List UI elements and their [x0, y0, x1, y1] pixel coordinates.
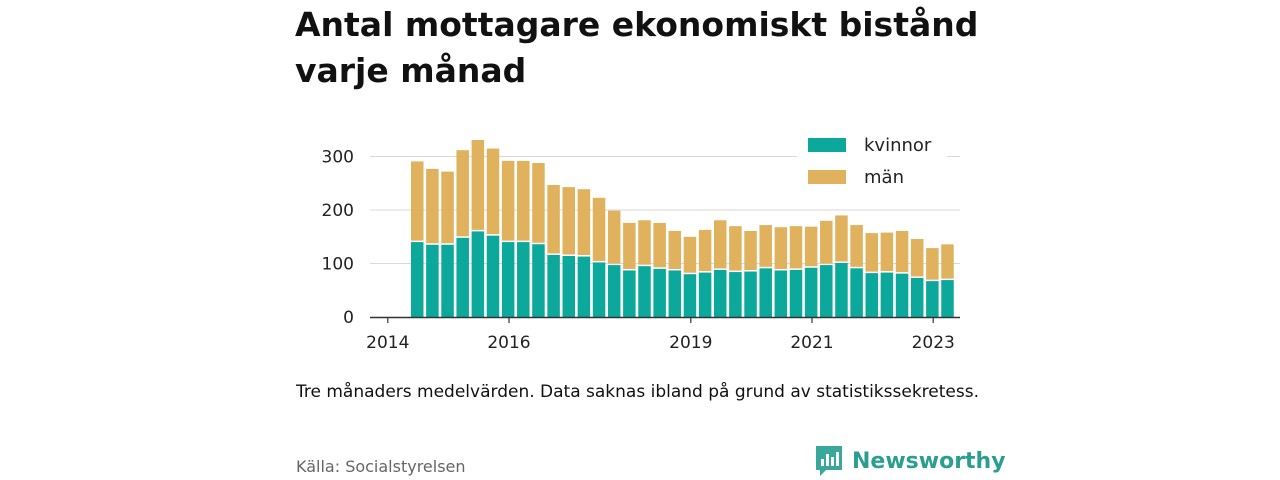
- legend-label-kvinnor: kvinnor: [864, 135, 932, 156]
- bar-man: [426, 168, 439, 244]
- bar-kvinnor: [562, 256, 575, 317]
- chart-title: Antal mottagare ekonomiskt bistånd varje…: [295, 5, 979, 90]
- bar-kvinnor: [850, 268, 863, 317]
- bar-kvinnor: [471, 231, 485, 317]
- bar-man: [456, 150, 469, 237]
- bar-man: [532, 163, 545, 243]
- bar-kvinnor: [789, 269, 803, 317]
- bar-man: [411, 161, 424, 241]
- bar-kvinnor: [441, 244, 454, 317]
- bar-kvinnor: [683, 274, 697, 317]
- x-tick-label: 2023: [912, 333, 955, 353]
- bar-kvinnor: [865, 273, 878, 317]
- brand-name: Newsworthy: [852, 448, 1006, 474]
- bar-man: [865, 233, 878, 272]
- x-tick-label: 2019: [669, 333, 712, 353]
- bar-kvinnor: [411, 242, 424, 317]
- bar-man: [910, 238, 924, 277]
- bar-man: [759, 225, 772, 267]
- x-tick-label: 2016: [487, 333, 530, 353]
- bar-kvinnor: [547, 254, 560, 317]
- bar-kvinnor: [744, 271, 757, 317]
- bar-kvinnor: [577, 256, 591, 317]
- bar-man: [486, 148, 500, 235]
- y-tick-label: 300: [322, 148, 354, 168]
- legend-swatch-kvinnor: [808, 138, 846, 152]
- newsworthy-logo-icon: [816, 446, 842, 476]
- bar-kvinnor: [653, 268, 666, 317]
- bar-man: [653, 222, 666, 268]
- bar-man: [638, 220, 651, 265]
- bar-man: [820, 220, 833, 264]
- bar-man: [804, 226, 818, 267]
- bar-man: [926, 248, 939, 280]
- bar-kvinnor: [880, 272, 894, 317]
- bar-kvinnor: [426, 244, 439, 317]
- bar-kvinnor: [501, 242, 515, 317]
- bar-man: [683, 236, 697, 273]
- newsworthy-brand[interactable]: Newsworthy: [814, 444, 1006, 478]
- bar-kvinnor: [820, 265, 833, 317]
- chart-note: Tre månaders medelvärden. Data saknas ib…: [296, 382, 979, 402]
- bar-kvinnor: [835, 262, 848, 317]
- x-tick-label: 2021: [790, 333, 833, 353]
- legend-label-man: män: [864, 167, 904, 188]
- source-text: Källa: Socialstyrelsen: [296, 457, 466, 476]
- bar-kvinnor: [910, 277, 924, 317]
- bar-man: [729, 226, 742, 271]
- bar-kvinnor: [668, 270, 682, 317]
- bar-man: [941, 244, 954, 279]
- legend-swatch-man: [808, 170, 846, 184]
- bar-kvinnor: [729, 272, 742, 317]
- bar-man: [623, 222, 636, 269]
- bar-kvinnor: [941, 280, 954, 317]
- bar-man: [562, 187, 575, 255]
- bar-man: [607, 210, 621, 264]
- bar-man: [789, 226, 803, 269]
- bar-kvinnor: [714, 269, 727, 317]
- bar-man: [698, 229, 712, 272]
- bar-man: [547, 184, 560, 254]
- bar-man: [895, 230, 909, 273]
- bar-kvinnor: [895, 273, 909, 317]
- bar-man: [880, 232, 894, 272]
- bar-man: [577, 189, 591, 256]
- bar-man: [592, 197, 606, 261]
- bar-man: [668, 230, 682, 269]
- bar-man: [774, 227, 788, 269]
- bar-kvinnor: [698, 272, 712, 317]
- bar-kvinnor: [517, 242, 530, 317]
- bar-man: [714, 220, 727, 269]
- bar-kvinnor: [804, 267, 818, 317]
- bar-kvinnor: [486, 235, 500, 317]
- x-tick-label: 2014: [366, 333, 409, 353]
- bar-kvinnor: [638, 266, 651, 317]
- bar-man: [744, 230, 757, 271]
- bar-man: [517, 160, 530, 241]
- bar-man: [471, 140, 485, 230]
- bar-man: [835, 215, 848, 262]
- bar-man: [501, 160, 515, 241]
- y-tick-label: 200: [322, 201, 354, 221]
- bar-kvinnor: [456, 237, 469, 317]
- bar-kvinnor: [774, 270, 788, 317]
- bar-man: [850, 225, 863, 267]
- bar-kvinnor: [592, 262, 606, 317]
- bar-kvinnor: [759, 268, 772, 317]
- y-tick-label: 0: [343, 308, 354, 328]
- bar-kvinnor: [607, 265, 621, 317]
- bar-kvinnor: [926, 281, 939, 317]
- bar-kvinnor: [623, 270, 636, 317]
- y-tick-label: 100: [322, 255, 354, 275]
- bar-kvinnor: [532, 244, 545, 317]
- bar-man: [441, 171, 454, 244]
